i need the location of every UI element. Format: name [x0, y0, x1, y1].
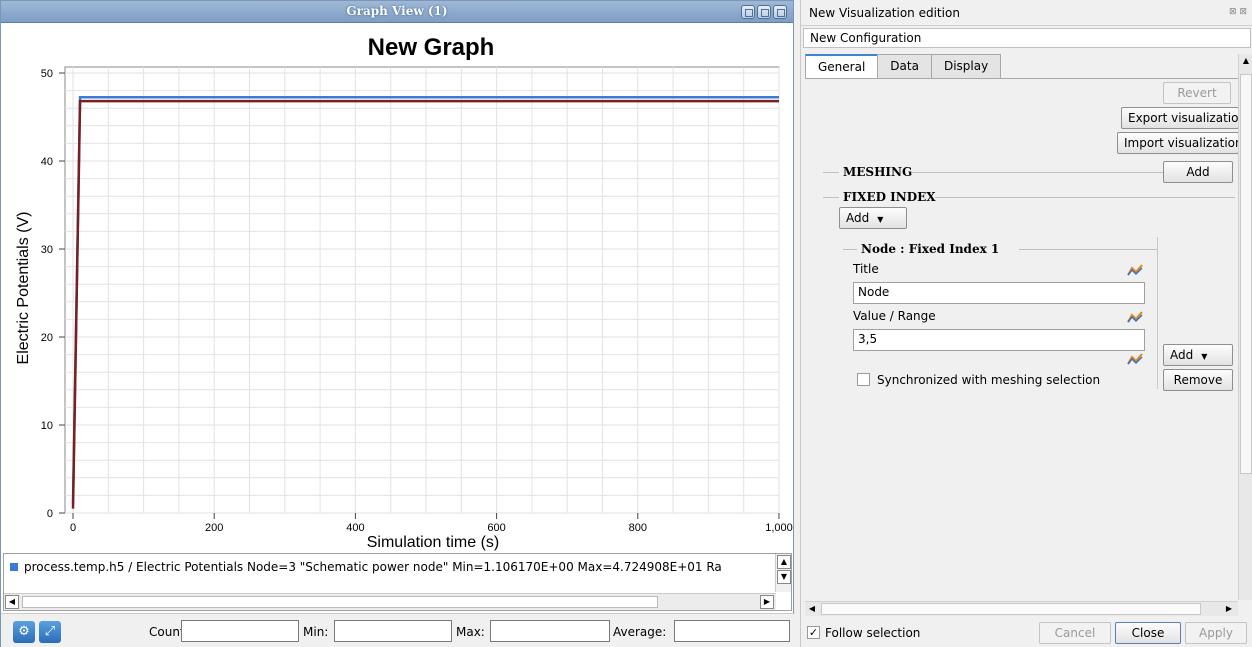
scrollbar-thumb[interactable]	[22, 596, 658, 608]
node-group-divider	[843, 249, 857, 250]
max-field[interactable]	[490, 620, 610, 642]
chevron-down-icon: ▼	[1201, 352, 1208, 361]
x-tick-label: 400	[346, 522, 364, 534]
panel-header: New Visualization edition ⊠ ⊠	[801, 0, 1252, 26]
fixed-index-add-dropdown[interactable]: Add ▼	[839, 207, 907, 229]
value-range-label: Value / Range	[853, 309, 936, 323]
scroll-up-icon[interactable]: ▲	[777, 555, 791, 569]
legend-color-swatch	[10, 563, 18, 571]
tab-data[interactable]: Data	[877, 54, 932, 78]
follow-selection-checkbox[interactable]: ✓	[807, 626, 820, 639]
panel-horizontal-scrollbar[interactable]: ◀ ▶	[805, 601, 1238, 616]
legend-entry[interactable]: process.temp.h5 / Electric Potentials No…	[10, 558, 722, 576]
node-group-divider-right	[1019, 249, 1157, 250]
y-tick-label: 10	[41, 420, 53, 432]
close-window-button[interactable]	[773, 5, 787, 19]
x-tick-label: 600	[487, 522, 505, 534]
synchronized-label: Synchronized with meshing selection	[877, 373, 1101, 387]
visualization-edition-panel: New Visualization edition ⊠ ⊠ New Config…	[800, 0, 1252, 647]
title-field-label: Title	[853, 262, 879, 276]
general-tab-content: Revert Export visualization Import visua…	[805, 78, 1246, 598]
graph-view-window: Graph View (1) New Graph 0 10 20 30 40 50 0 200…	[0, 0, 795, 647]
chart-link-icon[interactable]	[1127, 353, 1143, 365]
meshing-divider	[823, 172, 839, 173]
legend-horizontal-scrollbar[interactable]: ◀ ▶	[4, 593, 776, 610]
fit-view-icon[interactable]: ⤢	[39, 621, 61, 643]
remove-button[interactable]: Remove	[1163, 369, 1233, 391]
max-label: Max:	[456, 625, 485, 639]
panel-vertical-scrollbar[interactable]: ▲	[1238, 54, 1252, 600]
scrollbar-thumb[interactable]	[821, 603, 1201, 615]
panel-footer: ✓ Follow selection Cancel Close Apply	[801, 618, 1252, 647]
chevron-down-icon: ▼	[877, 215, 884, 224]
fixed-index-section-label: FIXED INDEX	[843, 190, 936, 204]
count-field[interactable]	[181, 620, 299, 642]
restore-button[interactable]	[757, 5, 771, 19]
legend-panel: process.temp.h5 / Electric Potentials No…	[3, 553, 792, 611]
x-tick-label: 1,000	[765, 522, 793, 534]
node-add-dropdown[interactable]: Add ▼	[1163, 344, 1233, 366]
node-group-label: Node : Fixed Index 1	[861, 242, 1000, 256]
x-tick-label: 200	[205, 522, 223, 534]
revert-button[interactable]: Revert	[1163, 82, 1231, 104]
tab-general[interactable]: General	[805, 54, 879, 79]
chart-title: New Graph	[368, 34, 495, 61]
meshing-divider-right	[911, 172, 1163, 173]
average-field[interactable]	[674, 620, 790, 642]
node-group-right-border	[1157, 237, 1158, 389]
title-input[interactable]: Node	[853, 282, 1145, 304]
legend-vertical-scrollbar[interactable]: ▲ ▼	[775, 554, 791, 592]
scroll-left-icon[interactable]: ◀	[808, 604, 816, 613]
statistics-bar: ⚙ ⤢ Count: Min: Max: Average:	[1, 613, 795, 647]
scroll-right-icon[interactable]: ▶	[1225, 604, 1233, 613]
min-field[interactable]	[334, 620, 452, 642]
count-label: Count:	[149, 625, 189, 639]
y-tick-label: 0	[47, 508, 53, 520]
fixed-add-label: Add	[846, 211, 870, 225]
configuration-name-field[interactable]: New Configuration	[803, 28, 1251, 48]
value-range-input[interactable]: 3,5	[853, 329, 1145, 351]
meshing-add-button[interactable]: Add	[1163, 161, 1233, 183]
panel-title: New Visualization edition	[809, 6, 960, 20]
y-tick-label: 50	[41, 68, 53, 80]
import-visualization-button[interactable]: Import visualization	[1117, 132, 1243, 154]
synchronized-checkbox[interactable]	[857, 373, 870, 386]
y-tick-label: 20	[41, 332, 53, 344]
fixed-index-divider-right	[935, 197, 1235, 198]
close-button[interactable]: Close	[1115, 622, 1181, 644]
node-add-label: Add	[1170, 348, 1194, 362]
x-tick-label: 0	[70, 522, 76, 534]
scrollbar-thumb[interactable]	[1240, 74, 1252, 474]
fixed-index-divider	[823, 197, 839, 198]
graph-view-titlebar: Graph View (1)	[1, 1, 793, 23]
legend-entry-text: process.temp.h5 / Electric Potentials No…	[24, 560, 722, 574]
panel-float-close-icon[interactable]: ⊠ ⊠	[1229, 7, 1247, 17]
follow-selection-label: Follow selection	[825, 626, 921, 640]
y-tick-label: 30	[41, 244, 53, 256]
average-label: Average:	[613, 625, 667, 639]
settings-gears-icon[interactable]: ⚙	[13, 621, 35, 643]
series-line	[71, 99, 779, 509]
scroll-right-icon[interactable]: ▶	[760, 595, 774, 609]
cancel-button[interactable]: Cancel	[1039, 622, 1111, 644]
chart-link-icon[interactable]	[1127, 264, 1143, 276]
min-label: Min:	[303, 625, 329, 639]
tab-display[interactable]: Display	[930, 54, 1002, 78]
meshing-section-label: MESHING	[843, 165, 913, 179]
x-axis-label: Simulation time (s)	[367, 534, 499, 551]
scroll-left-icon[interactable]: ◀	[5, 595, 19, 609]
apply-button[interactable]: Apply	[1185, 622, 1247, 644]
export-visualization-button[interactable]: Export visualization	[1121, 107, 1246, 129]
graph-view-title: Graph View (1)	[346, 4, 448, 18]
scroll-down-icon[interactable]: ▼	[777, 570, 791, 584]
x-tick-label: 800	[629, 522, 647, 534]
minimize-button[interactable]	[741, 5, 755, 19]
chart-link-icon[interactable]	[1127, 311, 1143, 323]
scroll-up-icon[interactable]: ▲	[1242, 56, 1250, 65]
y-tick-label: 40	[41, 156, 53, 168]
y-axis-label: Electric Potentials (V)	[15, 212, 32, 365]
plot-area	[64, 66, 780, 514]
